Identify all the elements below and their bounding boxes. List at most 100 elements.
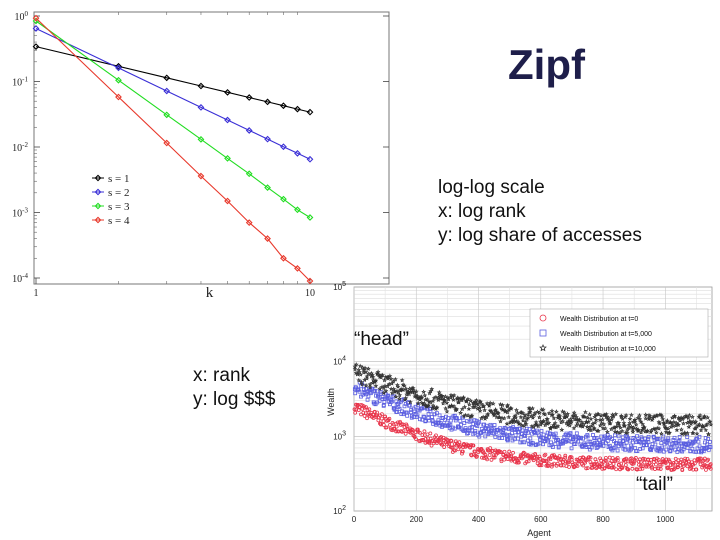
wealth-point [520,410,526,416]
wealth-point [600,462,605,467]
legend-label: s = 3 [108,201,130,213]
note-line: y: log share of accesses [438,225,642,246]
wealth-point [626,459,631,464]
wealth-point [353,362,359,367]
wealth-point [403,386,409,391]
wealth-point [627,438,632,443]
wealth-point [654,462,658,467]
wealth-point [708,466,713,471]
wealth-point [380,372,386,378]
wealth-point [611,465,616,470]
wealth-point [391,386,397,392]
wealth-point [522,412,528,418]
wealth-point [497,401,503,407]
wealth-point [424,396,430,402]
wealth-point [612,429,618,434]
loglog-notes: log-log scale x: log rank y: log share o… [438,176,642,248]
wealth-point [585,434,590,439]
wealth-point [495,410,501,415]
wealth-point [583,409,588,415]
wealth-point [502,425,507,430]
wealth-point [580,424,586,429]
wealth-x-axis-label: Agent [527,528,551,538]
wealth-point [549,464,554,469]
wealth-point [502,449,507,454]
wealth-point [537,414,542,420]
wealth-point [489,408,495,414]
wealth-point [364,405,368,410]
wealth-point [403,395,409,401]
wealth-point [358,379,364,385]
wealth-point [621,420,627,425]
wealth-point [628,412,634,418]
wealth-point [537,454,542,459]
wealth-point [493,452,498,457]
wealth-point [610,448,615,453]
wealth-point [626,425,632,431]
wealth-plot-layer: 102 103 104 105 0 200 400 600 800 1000 Agent Wealth… [326,281,714,538]
wealth-point [447,442,452,446]
wealth-point [380,412,384,417]
wealth-point [592,420,598,425]
wealth-point [571,410,577,415]
wealth-point [638,460,643,465]
wealth-point [582,414,588,419]
wealth-point [658,467,663,471]
wealth-point [708,445,713,450]
wealth-point [397,406,402,411]
wealth-point [382,377,388,383]
wealth-point [638,419,644,424]
wealth-point [415,413,420,418]
wealth-point [592,441,597,445]
wealth-point [367,390,372,395]
wealth-point [574,414,579,420]
legend: s = 1 s = 2 s = 3 s = 4 [92,173,130,227]
wealth-point [690,446,695,451]
wealth-point [620,466,624,471]
wealth-point [505,438,510,443]
wealth-point [468,418,473,423]
wealth-point [435,397,441,403]
wealth-point [516,436,520,441]
wealth-point [664,447,669,452]
wealth-point [586,427,591,432]
wealth-point [633,422,639,427]
wealth-point [383,414,387,419]
wealth-legend-label: Wealth Distribution at t=5,000 [560,331,652,338]
wealth-point [686,424,692,430]
wealth-point [539,463,544,468]
wealth-point [681,421,686,426]
wealth-point [696,439,701,444]
wealth-point [435,411,439,416]
wealth-point [418,430,422,435]
data-point [163,74,171,82]
wealth-point [613,424,619,429]
wealth-point [637,412,642,418]
wealth-point [352,407,357,412]
wealth-point [383,388,389,394]
wealth-point [618,442,623,447]
wealth-point [698,462,703,467]
wealth-legend-label: Wealth Distribution at t=10,000 [560,346,656,353]
wealth-point [698,456,703,461]
wealth-point [559,427,565,433]
wealth-point [549,408,555,414]
wealth-point [505,409,510,415]
wealth-point [390,399,394,404]
wealth-point [389,390,395,396]
wealth-point [412,434,417,438]
wealth-point [697,456,702,461]
wealth-point [477,408,483,413]
wealth-point [407,403,412,408]
wealth-point [496,414,502,420]
wealth-point [656,466,661,471]
wealth-point [649,427,654,433]
wealth-point [376,418,381,423]
wealth-point [396,420,400,425]
wealth-point [681,447,686,452]
wealth-point [630,440,635,445]
wealth-point [385,376,391,381]
wealth-point [567,465,571,469]
wealth-point [367,384,373,390]
wealth-point [423,436,428,441]
